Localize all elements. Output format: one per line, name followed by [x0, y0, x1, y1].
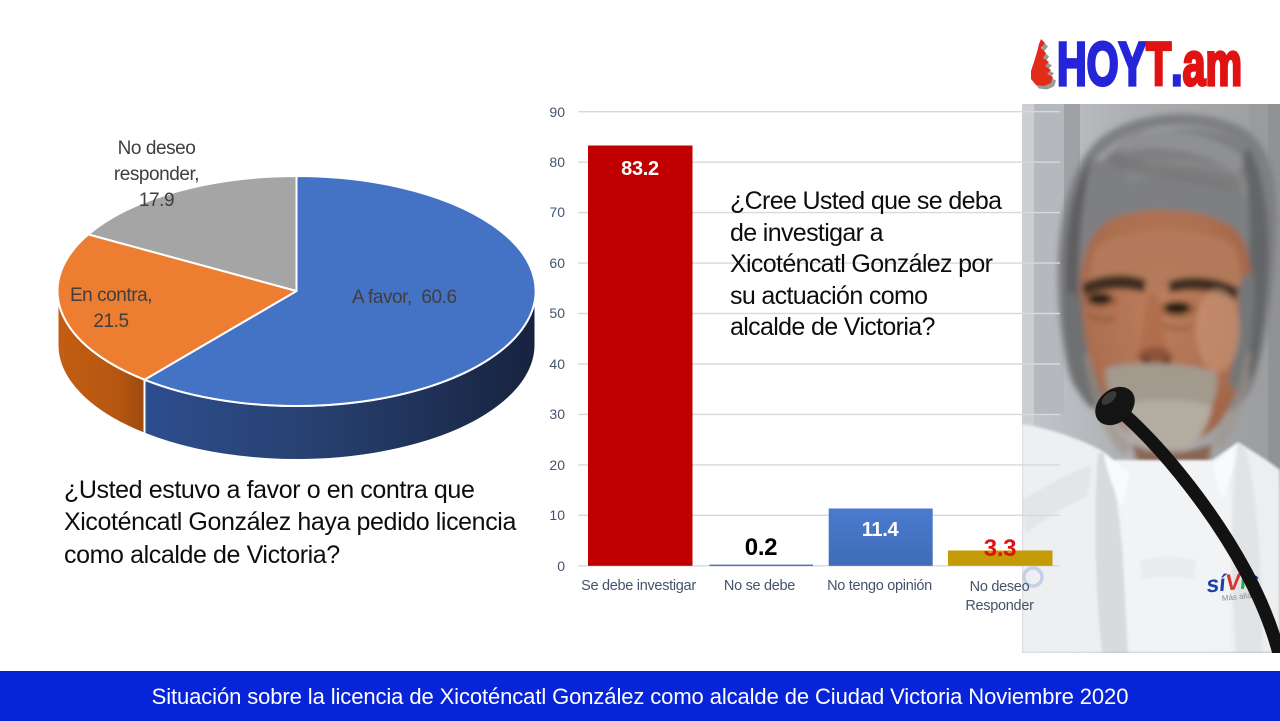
svg-text:Más allá: Más allá — [1221, 591, 1252, 603]
svg-text:HOYT.am: HOYT.am — [1057, 31, 1242, 99]
